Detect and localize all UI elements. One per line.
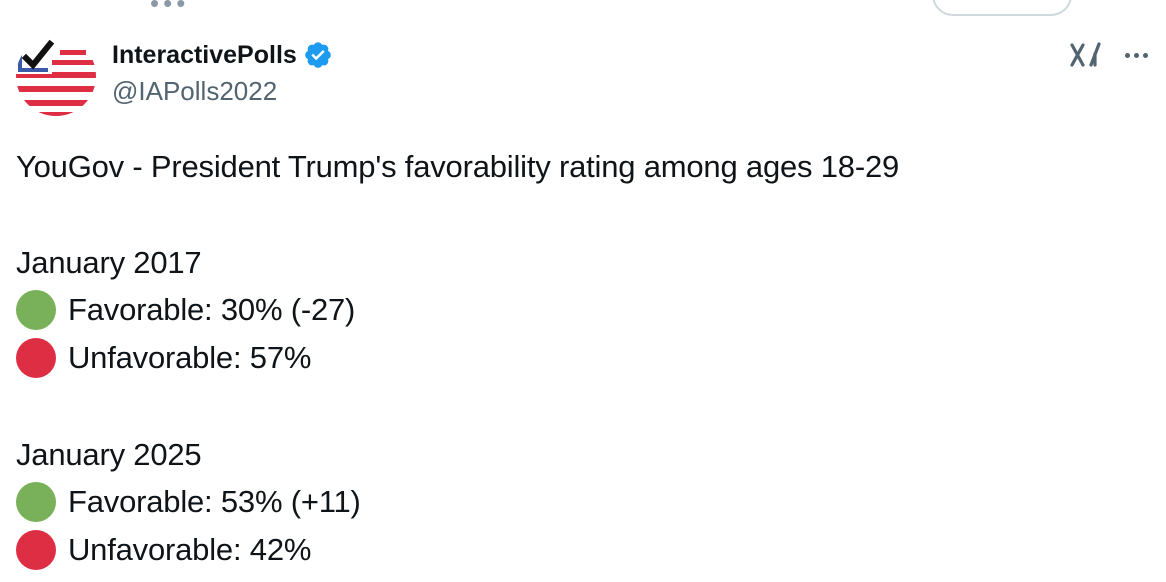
- section-period: January 2017: [16, 245, 202, 280]
- display-name-row: InteractivePolls: [112, 38, 333, 72]
- favorable-text: Favorable: 30% (-27): [68, 292, 356, 327]
- verified-badge-icon[interactable]: [303, 40, 333, 70]
- tweet-header: InteractivePolls @IAPolls2022: [16, 36, 1148, 116]
- unfavorable-text: Unfavorable: 57%: [68, 340, 312, 375]
- green-circle-icon: [16, 290, 56, 330]
- grok-icon[interactable]: [1069, 40, 1103, 70]
- display-name[interactable]: InteractivePolls: [112, 41, 297, 69]
- header-actions: [1069, 40, 1148, 70]
- handle[interactable]: @IAPolls2022: [112, 76, 278, 106]
- tweet-headline: YouGov - President Trump's favorability …: [16, 149, 900, 184]
- avatar[interactable]: [16, 36, 96, 116]
- unfavorable-text: Unfavorable: 42%: [68, 532, 312, 567]
- section-period: January 2025: [16, 437, 202, 472]
- previous-tweet-dots: •••: [150, 0, 190, 18]
- unfavorable-item: Unfavorable: 57%: [16, 334, 1148, 382]
- author-info: InteractivePolls @IAPolls2022: [112, 38, 333, 108]
- red-circle-icon: [16, 338, 56, 378]
- unfavorable-item: Unfavorable: 42%: [16, 526, 1148, 574]
- green-circle-icon: [16, 482, 56, 522]
- blank-line: [16, 382, 1148, 432]
- us-flag-checkmark-logo-icon: [16, 36, 96, 116]
- tweet-text: YouGov - President Trump's favorability …: [16, 144, 1148, 574]
- blank-line: [16, 190, 1148, 240]
- red-circle-icon: [16, 530, 56, 570]
- more-icon[interactable]: [1125, 52, 1148, 58]
- favorable-item: Favorable: 53% (+11): [16, 478, 1148, 526]
- favorable-text: Favorable: 53% (+11): [68, 484, 361, 519]
- previous-tweet-strip: •••: [0, 0, 1166, 20]
- favorable-item: Favorable: 30% (-27): [16, 286, 1148, 334]
